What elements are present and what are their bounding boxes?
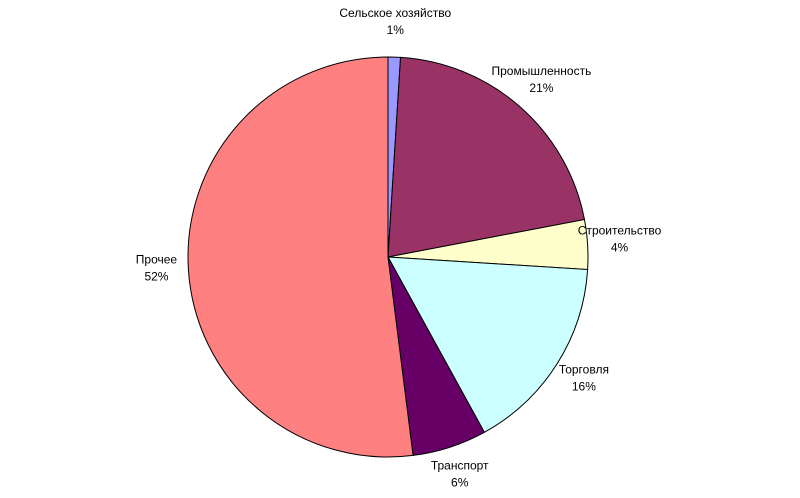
slice-label: Торговля — [559, 362, 609, 376]
slice-label: Транспорт — [431, 459, 489, 473]
slice-value-label: 1% — [387, 23, 405, 37]
slice-value-label: 21% — [529, 81, 553, 95]
slice-value-label: 52% — [144, 270, 168, 284]
slice-label: Строительство — [578, 223, 662, 237]
pie-slice — [387, 256, 589, 433]
slice-label: Прочее — [136, 253, 178, 267]
slice-value-label: 4% — [611, 240, 629, 254]
slice-value-label: 6% — [451, 476, 469, 490]
pie-slice — [187, 56, 414, 458]
slice-value-label: 16% — [572, 379, 596, 393]
pie-slice — [387, 56, 586, 258]
slice-label: Промышленность — [492, 64, 592, 78]
slice-label: Сельское хозяйство — [339, 6, 451, 20]
